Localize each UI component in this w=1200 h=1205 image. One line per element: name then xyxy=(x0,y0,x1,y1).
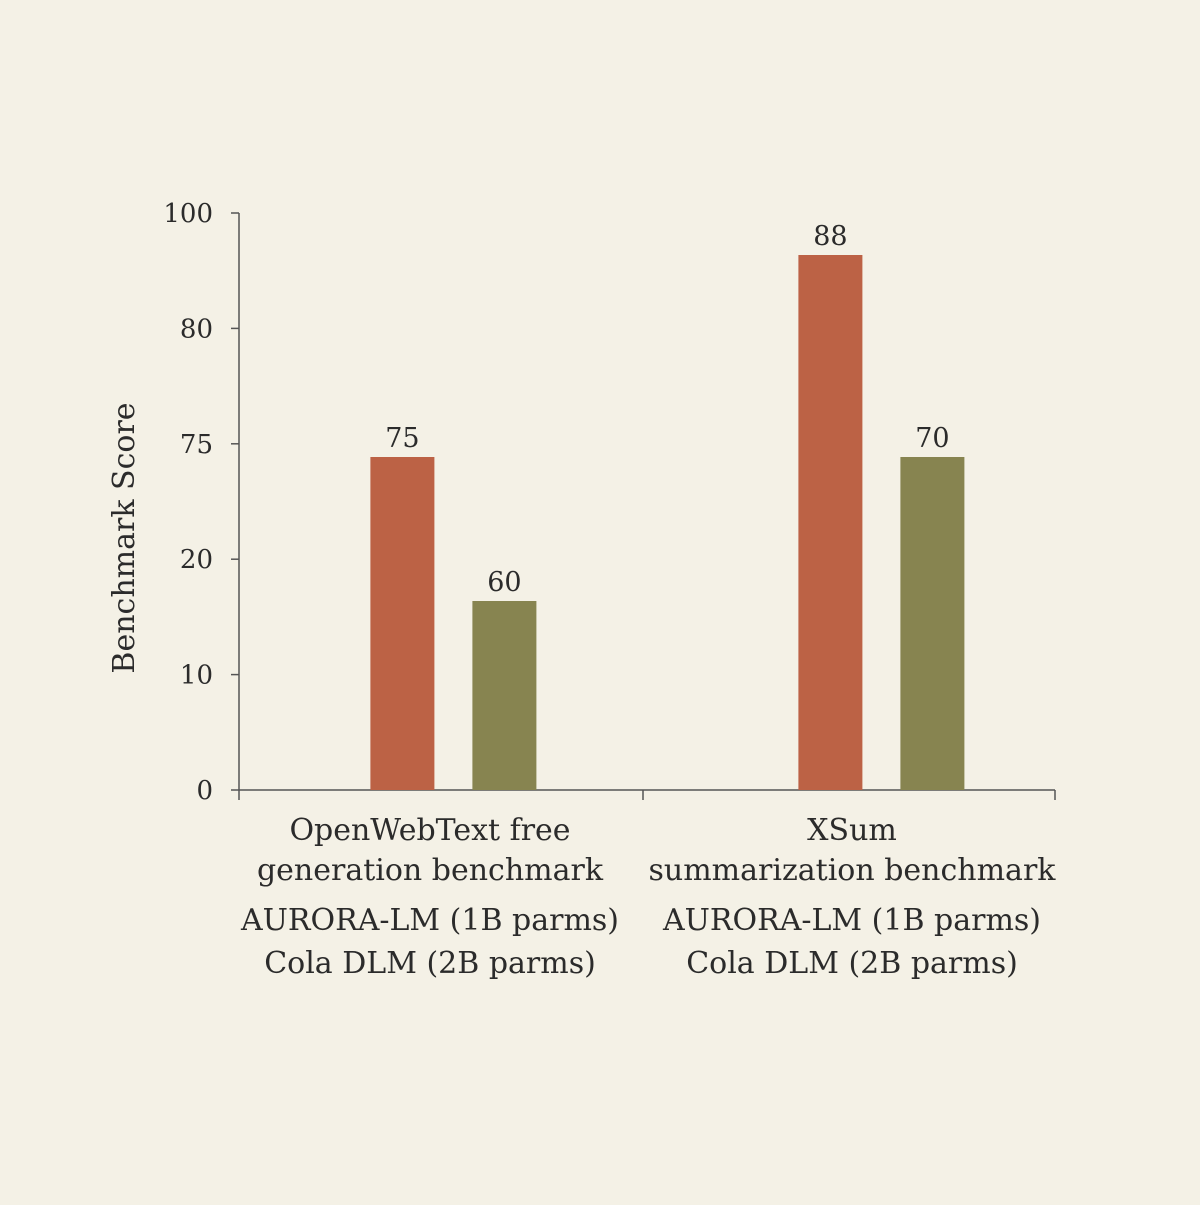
category-label: summarization benchmark xyxy=(649,853,1057,888)
legend-entry: AURORA-LM (1B parms) xyxy=(240,903,619,938)
category-label: XSum xyxy=(807,813,897,848)
y-axis-title: Benchmark Score xyxy=(107,402,142,673)
y-tick-label: 0 xyxy=(196,776,213,806)
bar-value-label: 88 xyxy=(813,221,847,252)
labels: 75 60 OpenWebText free generation benchmark… xyxy=(240,221,1056,981)
category-label: generation benchmark xyxy=(257,853,604,888)
legend-entry: Cola DLM (2B parms) xyxy=(686,946,1018,981)
category-label: OpenWebText free xyxy=(289,813,570,848)
bar-value-label: 70 xyxy=(915,423,949,454)
bar-cola xyxy=(900,457,965,790)
bar-aurora xyxy=(798,255,863,790)
y-tick-label: 80 xyxy=(180,314,213,344)
legend-entry: Cola DLM (2B parms) xyxy=(264,946,596,981)
y-tick-label: 75 xyxy=(180,430,213,460)
y-tick-label: 10 xyxy=(180,661,213,691)
bar-aurora xyxy=(370,457,435,790)
bar-value-label: 60 xyxy=(487,567,521,598)
bar-cola xyxy=(472,601,537,790)
legend-entry: AURORA-LM (1B parms) xyxy=(662,903,1041,938)
y-tick-label: 100 xyxy=(163,199,213,229)
bars xyxy=(370,255,965,790)
bar-value-label: 75 xyxy=(385,423,419,454)
y-tick-label: 20 xyxy=(180,545,213,575)
